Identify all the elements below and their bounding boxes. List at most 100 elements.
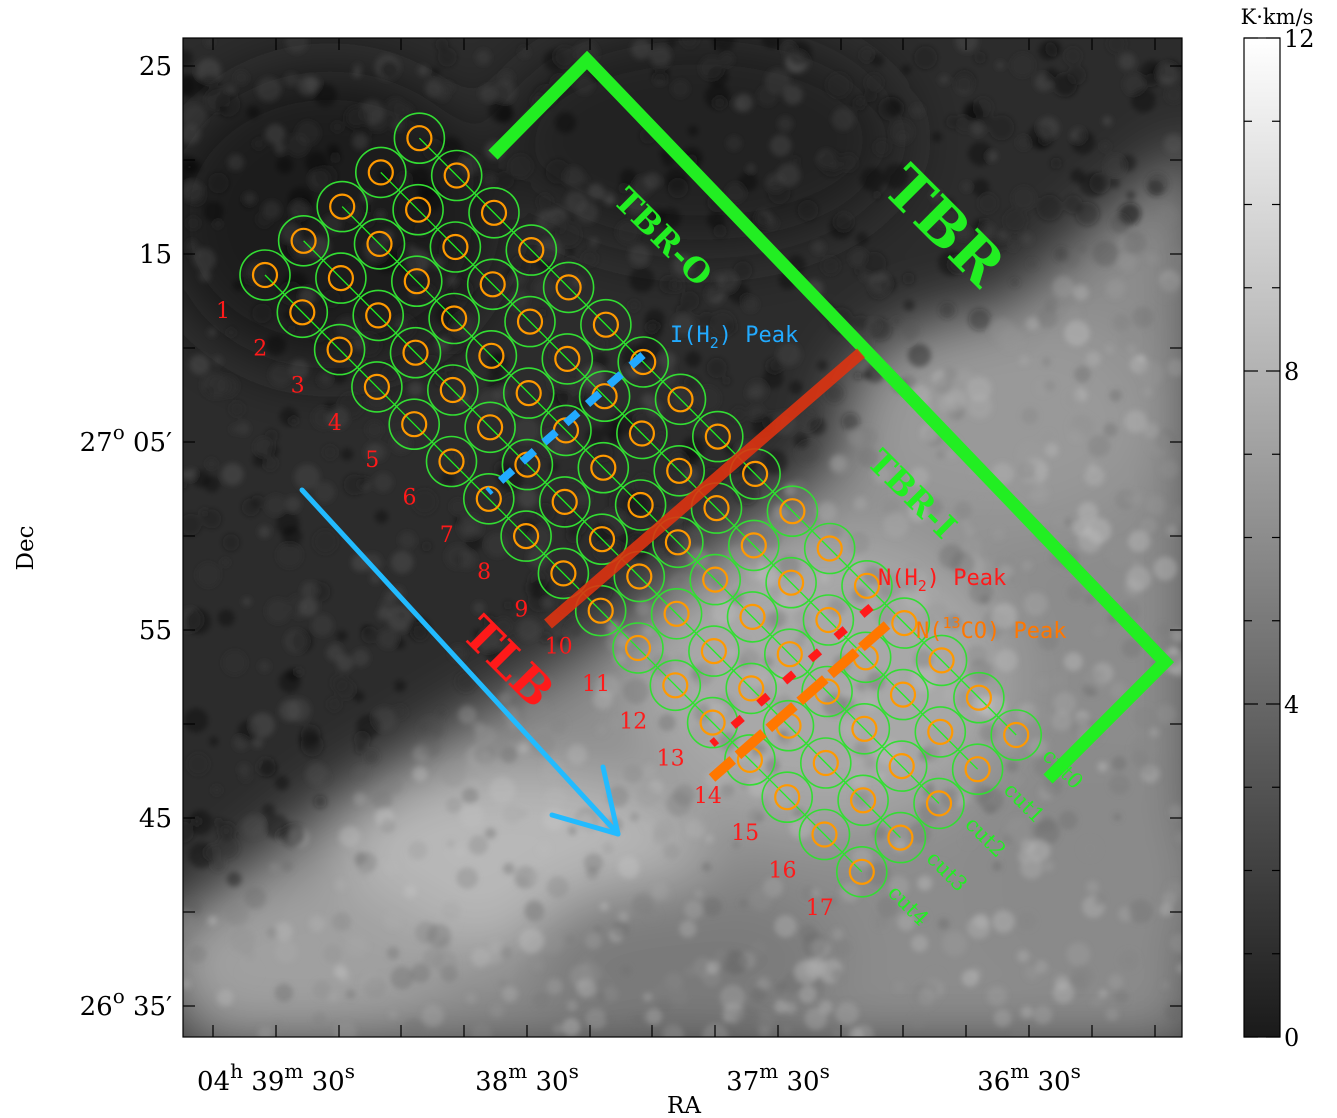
grain-dot bbox=[937, 394, 957, 414]
grain-dot bbox=[666, 791, 691, 817]
grain-dot bbox=[185, 468, 197, 481]
grain-dot bbox=[743, 296, 759, 313]
grain-dot bbox=[692, 957, 714, 978]
beam-outer-circle bbox=[277, 215, 330, 267]
grain-dot bbox=[892, 317, 901, 326]
beam-outer-circle bbox=[541, 333, 594, 385]
grain-dot bbox=[261, 803, 276, 818]
grain-dot bbox=[256, 211, 273, 228]
beam-inner-circle bbox=[664, 529, 692, 556]
grain-dot bbox=[391, 314, 416, 339]
grain-dot bbox=[1005, 816, 1031, 843]
grain-dot bbox=[926, 970, 944, 987]
grain-dot bbox=[211, 785, 222, 796]
grain-dot bbox=[187, 753, 210, 776]
grain-dot bbox=[290, 200, 309, 220]
grain-dot bbox=[995, 649, 1018, 672]
grain-dot bbox=[543, 933, 564, 954]
cut-line bbox=[380, 171, 979, 770]
beam-inner-circle bbox=[777, 569, 805, 596]
grain-dot bbox=[1132, 705, 1158, 730]
grain-dot bbox=[183, 161, 192, 173]
grain-dot bbox=[853, 315, 869, 331]
grain-dot bbox=[432, 257, 445, 270]
grain-dot bbox=[746, 163, 756, 173]
grain-dot bbox=[965, 104, 983, 123]
grain-dot bbox=[1066, 942, 1091, 966]
grain-dot bbox=[322, 445, 338, 460]
beam-inner-circle bbox=[740, 532, 767, 559]
position-number: 17 bbox=[806, 896, 834, 921]
grain-dot bbox=[562, 256, 579, 273]
grain-dot bbox=[824, 383, 845, 404]
grain-dot bbox=[422, 1005, 444, 1027]
grain-dot bbox=[475, 49, 491, 65]
grain-dot bbox=[426, 923, 452, 948]
grain-dot bbox=[211, 857, 226, 872]
beam-inner-circle bbox=[515, 380, 542, 407]
grain-dot bbox=[899, 669, 913, 683]
beam-outer-circle bbox=[801, 665, 853, 718]
beam-inner-circle bbox=[927, 718, 954, 746]
grain-dot bbox=[636, 785, 660, 808]
grain-dot bbox=[189, 354, 210, 375]
grain-dot bbox=[1065, 390, 1083, 408]
grain-dot bbox=[864, 73, 884, 93]
grain-dot bbox=[636, 601, 652, 617]
beam-inner-circle bbox=[624, 634, 652, 662]
position-number: 10 bbox=[545, 635, 573, 660]
grain-dot bbox=[632, 892, 655, 916]
beam-outer-circle bbox=[951, 743, 1004, 796]
grain-dot bbox=[578, 961, 602, 986]
grain-dot bbox=[628, 244, 650, 266]
grain-dot bbox=[651, 208, 666, 223]
grain-dot bbox=[198, 74, 221, 97]
grain-dot bbox=[1102, 116, 1113, 126]
grain-dot bbox=[456, 392, 470, 406]
grain-dot bbox=[541, 758, 566, 783]
beam-inner-circle bbox=[366, 230, 393, 257]
grain-dot bbox=[992, 528, 1005, 540]
beam-outer-circle bbox=[542, 261, 595, 314]
grain-dot bbox=[265, 494, 287, 516]
beam-grid bbox=[239, 112, 1043, 898]
i-h2-peak-label: I(H2) Peak bbox=[670, 323, 798, 352]
i-h2-peak-line bbox=[485, 352, 646, 495]
grain-dot bbox=[633, 473, 655, 495]
grain-dot bbox=[238, 763, 251, 776]
beam-inner-circle bbox=[627, 491, 654, 519]
grain-dot bbox=[739, 898, 748, 908]
colorbar-tick-label: 4 bbox=[1284, 691, 1299, 719]
beam-inner-circle bbox=[887, 824, 914, 851]
beam-outer-circle bbox=[766, 485, 819, 538]
grain-dot bbox=[375, 510, 389, 524]
grain-dot bbox=[265, 123, 286, 145]
beam-outer-circle bbox=[428, 292, 480, 345]
grain-dot bbox=[352, 690, 365, 703]
grain-dot bbox=[847, 753, 868, 774]
grain-dot bbox=[1005, 759, 1019, 773]
grain-dot bbox=[1034, 819, 1061, 845]
colorbar-tick-label: 8 bbox=[1284, 358, 1299, 386]
grain-dot bbox=[541, 596, 554, 608]
grain-dot bbox=[494, 352, 503, 362]
grain-dot bbox=[546, 876, 569, 899]
intensity-map bbox=[183, 38, 1182, 1037]
grain-dot bbox=[504, 678, 525, 699]
grain-dot bbox=[990, 234, 1008, 252]
beam-outer-circle bbox=[537, 547, 590, 600]
grain-dot bbox=[1108, 974, 1124, 989]
grain-dot bbox=[1100, 141, 1111, 152]
grain-dot bbox=[472, 721, 485, 733]
grain-dot bbox=[672, 313, 694, 335]
grain-dot bbox=[497, 692, 511, 706]
grain-dot bbox=[1072, 284, 1089, 301]
grain-dot bbox=[275, 511, 300, 536]
grain-dot bbox=[252, 138, 265, 150]
grain-dot bbox=[783, 85, 803, 105]
beam-inner-circle bbox=[812, 749, 839, 777]
grain-dot bbox=[992, 910, 1015, 933]
beam-outer-circle bbox=[389, 326, 442, 379]
beam-outer-circle bbox=[802, 594, 855, 646]
grain-dot bbox=[192, 469, 210, 488]
